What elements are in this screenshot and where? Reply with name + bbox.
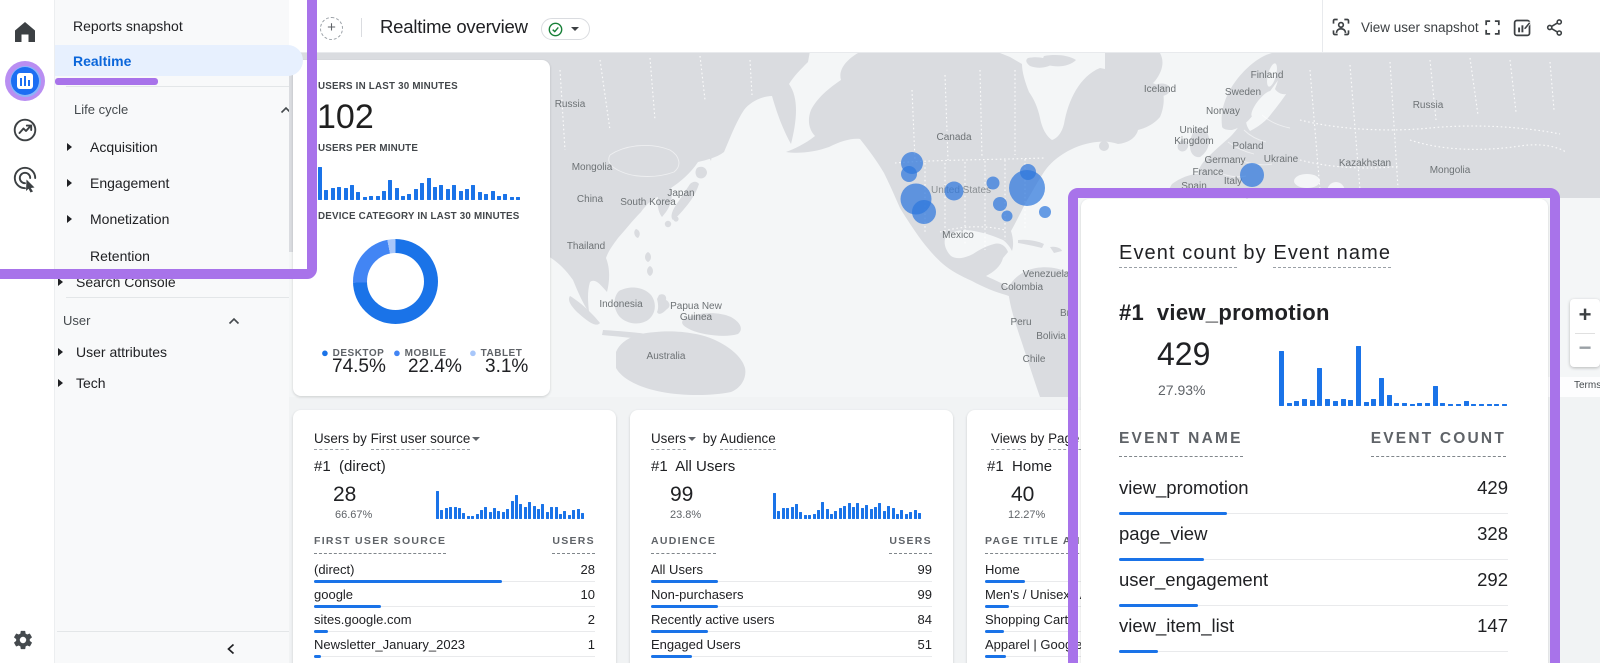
svg-text:Mongolia: Mongolia [1430, 165, 1471, 176]
svg-text:Russia: Russia [555, 99, 586, 110]
svg-text:Br: Br [1060, 308, 1071, 319]
svg-text:Papua New: Papua New [670, 301, 722, 312]
svg-text:Chile: Chile [1023, 354, 1046, 365]
svg-text:Japan: Japan [667, 188, 694, 199]
svg-text:Germany: Germany [1204, 155, 1245, 166]
svg-text:Mongolia: Mongolia [572, 162, 613, 173]
svg-text:Kingdom: Kingdom [1174, 136, 1213, 147]
svg-text:Iceland: Iceland [1144, 84, 1176, 95]
svg-text:Australia: Australia [647, 351, 686, 362]
svg-text:Guinea: Guinea [680, 312, 713, 323]
svg-text:Thailand: Thailand [567, 241, 605, 252]
svg-text:Canada: Canada [936, 132, 971, 143]
svg-text:France: France [1192, 167, 1224, 178]
svg-text:South Korea: South Korea [620, 197, 676, 208]
svg-text:Russia: Russia [1413, 100, 1444, 111]
svg-text:Italy: Italy [1224, 176, 1242, 187]
svg-text:Kazakhstan: Kazakhstan [1339, 158, 1391, 169]
svg-text:Venezuela: Venezuela [1023, 269, 1070, 280]
svg-text:Mexico: Mexico [942, 230, 974, 241]
svg-text:United: United [1180, 125, 1209, 136]
svg-text:Colombia: Colombia [1001, 282, 1044, 293]
svg-text:China: China [577, 194, 604, 205]
svg-text:Poland: Poland [1232, 141, 1263, 152]
svg-text:Peru: Peru [1010, 317, 1031, 328]
svg-text:Sweden: Sweden [1225, 87, 1261, 98]
svg-text:Norway: Norway [1206, 106, 1240, 117]
svg-text:Finland: Finland [1251, 70, 1284, 81]
svg-text:Bolivia: Bolivia [1036, 331, 1066, 342]
svg-text:Spain: Spain [1181, 181, 1207, 192]
svg-text:Ukraine: Ukraine [1264, 154, 1299, 165]
svg-text:Indonesia: Indonesia [599, 299, 643, 310]
